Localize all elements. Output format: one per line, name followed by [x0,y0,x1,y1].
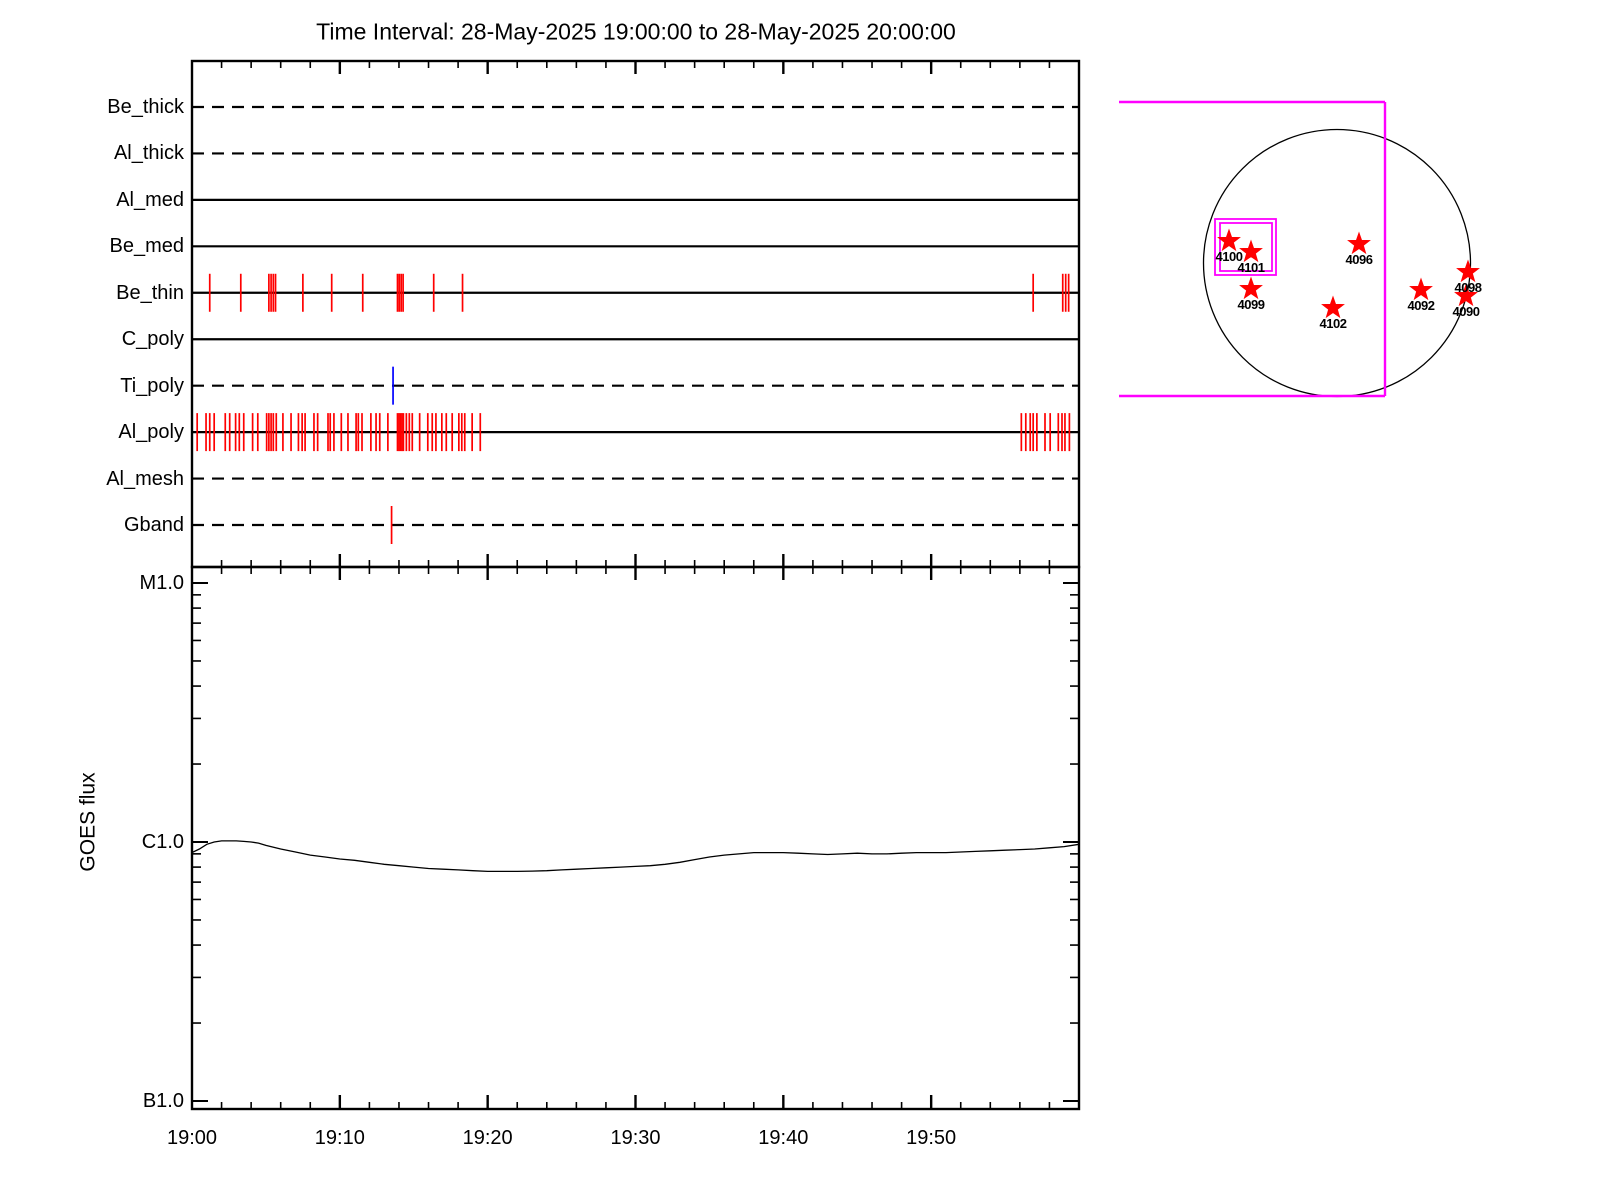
active-region-label-4102: 4102 [1319,316,1347,331]
goes-xtick-label-1930: 19:30 [610,1127,661,1149]
goes-ytick-label-b1.0: B1.0 [142,1090,184,1112]
goes-panel-border [190,565,1081,1111]
goes-xtick-label-1950: 19:50 [906,1127,957,1149]
active-region-star-4099 [1239,276,1263,300]
filter-row-label-al_poly: Al_poly [118,421,184,444]
active-region-star-4090 [1454,283,1478,307]
goes-xtick-label-1940: 19:40 [758,1127,809,1149]
goes-xtick-label-1900: 19:00 [166,1127,218,1149]
active-region-star-4101 [1239,239,1263,263]
active-region-label-4096: 4096 [1345,252,1373,267]
goes-y-axis-label: GOES flux [76,772,100,872]
active-region-label-4099: 4099 [1237,297,1265,312]
goes-xtick-label-1920: 19:20 [462,1127,513,1149]
active-region-star-4100 [1217,228,1241,252]
active-region-label-4092: 4092 [1407,298,1435,313]
active-region-star-4102 [1321,295,1345,319]
active-region-label-4098: 4098 [1454,280,1482,295]
goes-ytick-label-c1.0: C1.0 [141,831,184,853]
active-region-star-4092 [1409,277,1433,301]
active-region-label-4100: 4100 [1215,249,1243,264]
plot-title: Time Interval: 28-May-2025 19:00:00 to 2… [316,18,956,45]
filter-row-label-al_med: Al_med [116,188,184,211]
filter-row-label-c_poly: C_poly [121,328,184,351]
filter-row-label-be_thick: Be_thick [107,96,184,118]
fov-box-small [1214,218,1277,276]
filter-row-label-gband: Gband [123,513,184,536]
active-region-star-4096 [1347,231,1371,255]
filter-row-label-ti_poly: Ti_poly [120,374,184,397]
filter-row-label-be_thin: Be_thin [116,281,184,304]
active-region-label-4101: 4101 [1237,260,1265,275]
active-region-label-4090: 4090 [1452,304,1480,319]
fov-box-small [1219,222,1273,272]
filter-row-label-be_med: Be_med [109,235,185,258]
active-region-star-4098 [1456,259,1480,283]
goes-ytick-label-m1.0: M1.0 [139,572,184,594]
filter-row-label-al_mesh: Al_mesh [106,467,184,490]
goes-flux-curve [191,840,1080,873]
goes-xtick-label-1910: 19:10 [314,1127,365,1149]
filter-row-label-al_thick: Al_thick [113,142,184,165]
timeline-panel-border [190,59,1081,569]
